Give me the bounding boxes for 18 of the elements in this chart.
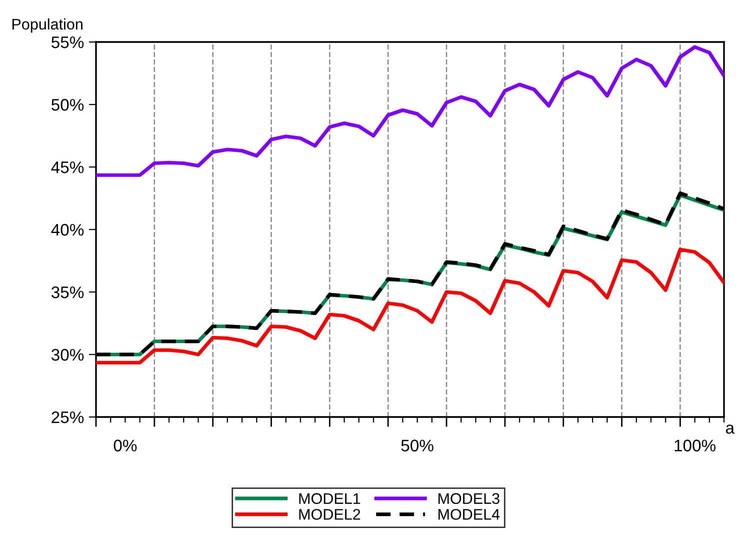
y-axis-title: Population bbox=[12, 18, 82, 33]
y-tick-label: 35% bbox=[51, 286, 84, 298]
x-tick-label: 100% bbox=[674, 440, 716, 452]
y-tick-label: 45% bbox=[51, 161, 84, 174]
x-tick-label: 0% bbox=[114, 440, 137, 452]
line-series bbox=[96, 45, 724, 177]
y-tick-label: 50% bbox=[52, 98, 84, 111]
y-tick-label: 55% bbox=[52, 36, 84, 48]
legend-label: MODEL2 bbox=[299, 508, 360, 520]
y-tick-label: 30% bbox=[51, 348, 84, 361]
legend-label: MODEL4 bbox=[438, 508, 500, 520]
legend-label: MODEL3 bbox=[438, 493, 500, 504]
y-tick-label: 25% bbox=[52, 411, 84, 424]
line-series bbox=[96, 248, 724, 364]
x-tick-label: 50% bbox=[401, 440, 434, 452]
y-tick-label: 40% bbox=[51, 224, 84, 236]
x-axis-title: a bbox=[726, 424, 735, 434]
legend-label: MODEL1 bbox=[299, 493, 360, 504]
